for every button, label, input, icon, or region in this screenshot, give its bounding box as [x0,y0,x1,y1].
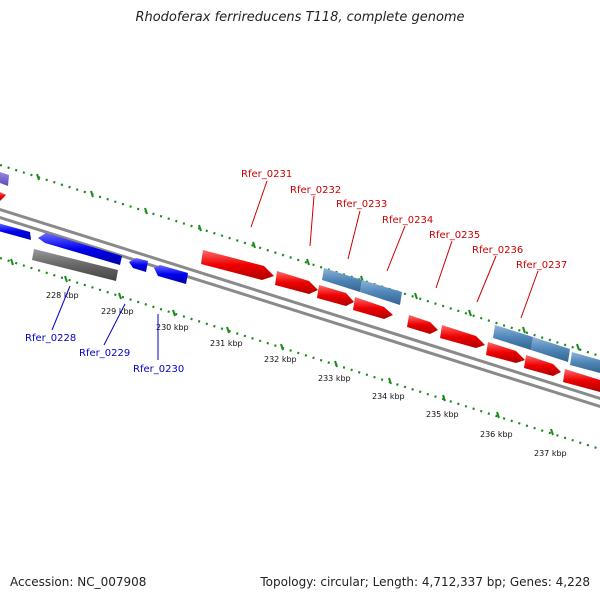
outer-tick-track [0,163,600,358]
scale-label: 231 kbp [210,339,243,348]
major-ticks [10,173,580,436]
scale-label: 229 kbp [101,307,134,316]
scale-label: 233 kbp [318,374,351,383]
scale-labels: 228 kbp 229 kbp 230 kbp 231 kbp 232 kbp … [46,291,567,458]
gene-label-rfer-0231[interactable]: Rfer_0231 [241,169,292,180]
gene-label-rfer-0232[interactable]: Rfer_0232 [290,185,341,196]
scale-label: 234 kbp [372,392,405,401]
scale-label: 232 kbp [264,355,297,364]
reverse-gene [38,233,122,265]
forward-gene [353,297,393,319]
genome-backbone [0,208,600,408]
forward-gene-labels: Rfer_0231 Rfer_0232 Rfer_0233 Rfer_0234 … [241,169,567,271]
map-title: Rhodoferax ferrireducens T118, complete … [135,10,465,25]
scale-label: 235 kbp [426,410,459,419]
gene-label-rfer-0236[interactable]: Rfer_0236 [472,245,523,256]
gene-label-rfer-0229[interactable]: Rfer_0229 [79,348,130,359]
accession-text: Accession: NC_007908 [10,575,147,589]
gene-label-rfer-0234[interactable]: Rfer_0234 [382,215,433,226]
forward-gene [563,369,600,392]
forward-gene [524,355,561,376]
forward-gene [201,250,274,280]
partial-feature-left[interactable] [0,172,9,201]
gene-label-rfer-0237[interactable]: Rfer_0237 [516,260,567,271]
forward-label-leaders [250,180,539,319]
forward-gene [486,342,525,363]
reverse-gene-labels: Rfer_0228 Rfer_0229 Rfer_0230 [25,333,184,375]
forward-gene [407,315,438,334]
gene-label-rfer-0230[interactable]: Rfer_0230 [133,364,184,375]
scale-label: 230 kbp [156,323,189,332]
scale-label: 236 kbp [480,430,513,439]
gene-label-rfer-0235[interactable]: Rfer_0235 [429,230,480,241]
forward-genes[interactable] [201,250,600,392]
reverse-gene [0,223,31,240]
forward-gene [440,325,485,348]
gray-feature [32,249,118,281]
reverse-label-leaders [51,285,159,360]
gene-label-rfer-0233[interactable]: Rfer_0233 [336,199,387,210]
reverse-genes[interactable] [0,223,188,284]
scale-label: 237 kbp [534,449,567,458]
scale-label: 228 kbp [46,291,79,300]
reverse-gene [129,258,148,272]
genome-summary-text: Topology: circular; Length: 4,712,337 bp… [260,575,590,589]
forward-gene [275,271,318,294]
steelblue-features[interactable] [322,268,600,373]
inner-tick-track [0,256,600,451]
gene-label-rfer-0228[interactable]: Rfer_0228 [25,333,76,344]
forward-gene [317,285,354,306]
reverse-gene [154,265,188,284]
